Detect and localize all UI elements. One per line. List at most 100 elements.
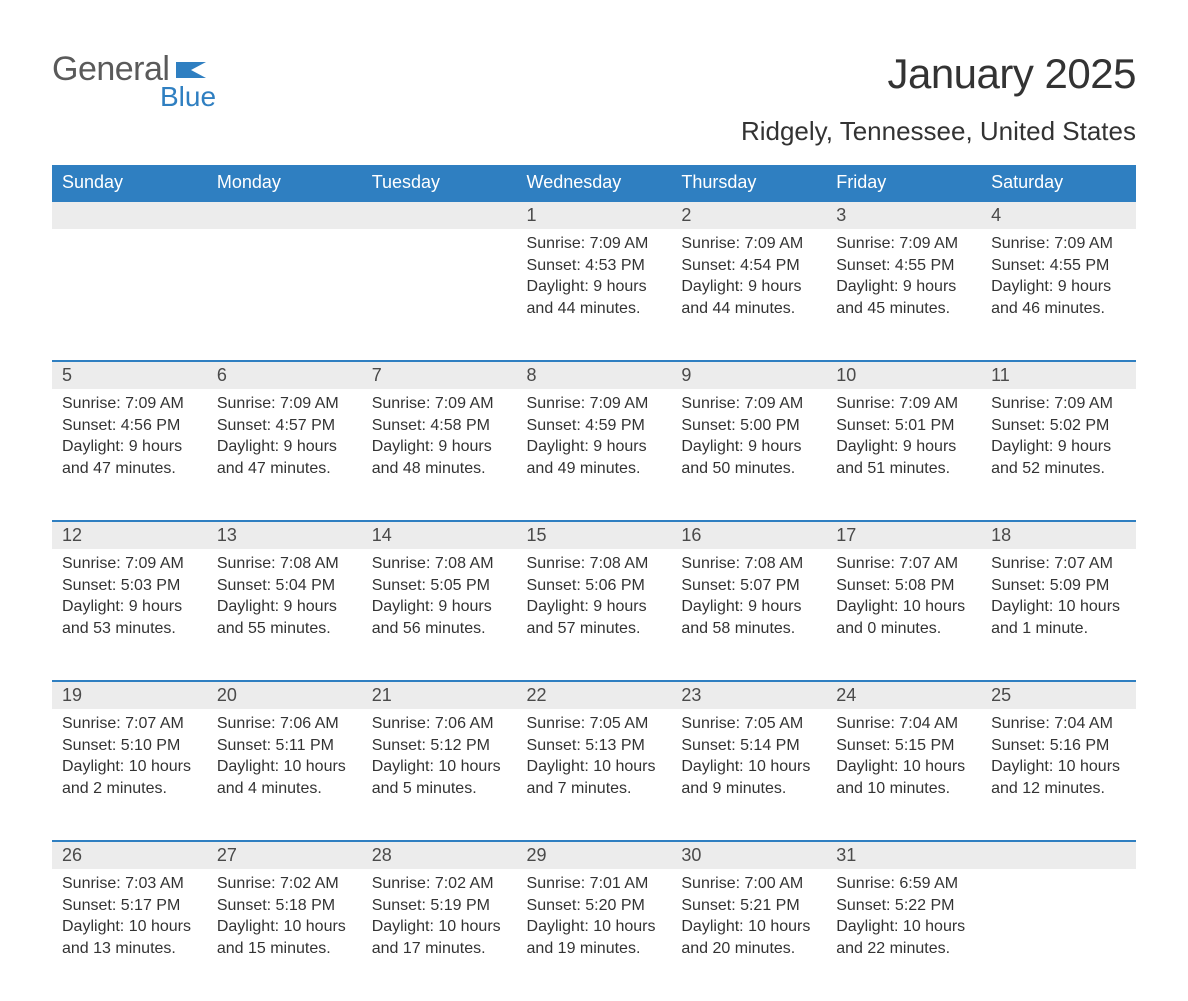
day-number: 5 (52, 361, 207, 389)
daylight-text: Daylight: 9 hours and 49 minutes. (527, 436, 662, 479)
sunset-text: Sunset: 5:03 PM (62, 575, 197, 597)
sunrise-text: Sunrise: 7:08 AM (217, 553, 352, 575)
day-number: 17 (826, 521, 981, 549)
sunset-text: Sunset: 5:14 PM (681, 735, 816, 757)
day-cell: Sunrise: 7:09 AMSunset: 4:59 PMDaylight:… (517, 389, 672, 521)
empty-day-number (362, 201, 517, 229)
day-cell: Sunrise: 7:09 AMSunset: 4:58 PMDaylight:… (362, 389, 517, 521)
day-number: 15 (517, 521, 672, 549)
day-cell: Sunrise: 7:07 AMSunset: 5:10 PMDaylight:… (52, 709, 207, 841)
daylight-text: Daylight: 10 hours and 17 minutes. (372, 916, 507, 959)
week-content-row: Sunrise: 7:09 AMSunset: 4:53 PMDaylight:… (52, 229, 1136, 361)
day-number: 21 (362, 681, 517, 709)
week-content-row: Sunrise: 7:07 AMSunset: 5:10 PMDaylight:… (52, 709, 1136, 841)
daylight-text: Daylight: 9 hours and 53 minutes. (62, 596, 197, 639)
sunrise-text: Sunrise: 7:02 AM (217, 873, 352, 895)
sunrise-text: Sunrise: 7:06 AM (217, 713, 352, 735)
sunset-text: Sunset: 5:11 PM (217, 735, 352, 757)
sunrise-text: Sunrise: 7:07 AM (991, 553, 1126, 575)
sunset-text: Sunset: 4:55 PM (991, 255, 1126, 277)
day-cell: Sunrise: 7:00 AMSunset: 5:21 PMDaylight:… (671, 869, 826, 1001)
week-daynum-row: 567891011 (52, 361, 1136, 389)
sunrise-text: Sunrise: 7:02 AM (372, 873, 507, 895)
daylight-text: Daylight: 9 hours and 58 minutes. (681, 596, 816, 639)
sunset-text: Sunset: 5:15 PM (836, 735, 971, 757)
day-cell: Sunrise: 7:09 AMSunset: 4:57 PMDaylight:… (207, 389, 362, 521)
daylight-text: Daylight: 10 hours and 22 minutes. (836, 916, 971, 959)
day-cell: Sunrise: 7:08 AMSunset: 5:07 PMDaylight:… (671, 549, 826, 681)
sunrise-text: Sunrise: 7:09 AM (991, 233, 1126, 255)
day-cell: Sunrise: 6:59 AMSunset: 5:22 PMDaylight:… (826, 869, 981, 1001)
sunset-text: Sunset: 4:57 PM (217, 415, 352, 437)
day-cell: Sunrise: 7:06 AMSunset: 5:12 PMDaylight:… (362, 709, 517, 841)
location-title: Ridgely, Tennessee, United States (741, 116, 1136, 147)
week-daynum-row: 262728293031 (52, 841, 1136, 869)
sunrise-text: Sunrise: 7:04 AM (836, 713, 971, 735)
sunrise-text: Sunrise: 7:09 AM (372, 393, 507, 415)
day-cell: Sunrise: 7:02 AMSunset: 5:19 PMDaylight:… (362, 869, 517, 1001)
sunset-text: Sunset: 4:54 PM (681, 255, 816, 277)
sunset-text: Sunset: 5:01 PM (836, 415, 971, 437)
day-number: 7 (362, 361, 517, 389)
day-number: 6 (207, 361, 362, 389)
sunset-text: Sunset: 5:16 PM (991, 735, 1126, 757)
logo-text-top: General (52, 50, 169, 88)
daylight-text: Daylight: 10 hours and 12 minutes. (991, 756, 1126, 799)
day-cell: Sunrise: 7:06 AMSunset: 5:11 PMDaylight:… (207, 709, 362, 841)
day-number: 26 (52, 841, 207, 869)
sunrise-text: Sunrise: 7:09 AM (527, 233, 662, 255)
sunset-text: Sunset: 5:02 PM (991, 415, 1126, 437)
day-number: 25 (981, 681, 1136, 709)
calendar-body: 1234Sunrise: 7:09 AMSunset: 4:53 PMDayli… (52, 201, 1136, 1001)
day-number: 4 (981, 201, 1136, 229)
daylight-text: Daylight: 10 hours and 7 minutes. (527, 756, 662, 799)
daylight-text: Daylight: 9 hours and 56 minutes. (372, 596, 507, 639)
daylight-text: Daylight: 9 hours and 44 minutes. (681, 276, 816, 319)
day-number: 30 (671, 841, 826, 869)
sunrise-text: Sunrise: 7:09 AM (681, 233, 816, 255)
sunset-text: Sunset: 5:09 PM (991, 575, 1126, 597)
day-cell: Sunrise: 7:09 AMSunset: 4:54 PMDaylight:… (671, 229, 826, 361)
empty-day-number (207, 201, 362, 229)
day-number: 16 (671, 521, 826, 549)
sunrise-text: Sunrise: 7:01 AM (527, 873, 662, 895)
logo-text-bottom: Blue (160, 81, 216, 113)
sunrise-text: Sunrise: 7:05 AM (527, 713, 662, 735)
day-number: 3 (826, 201, 981, 229)
empty-day-number (52, 201, 207, 229)
sunrise-text: Sunrise: 7:03 AM (62, 873, 197, 895)
daylight-text: Daylight: 9 hours and 44 minutes. (527, 276, 662, 319)
sunset-text: Sunset: 4:53 PM (527, 255, 662, 277)
day-cell: Sunrise: 7:08 AMSunset: 5:06 PMDaylight:… (517, 549, 672, 681)
day-header: Saturday (981, 165, 1136, 201)
day-header: Thursday (671, 165, 826, 201)
empty-day-cell (52, 229, 207, 361)
day-cell: Sunrise: 7:09 AMSunset: 5:00 PMDaylight:… (671, 389, 826, 521)
day-header: Tuesday (362, 165, 517, 201)
week-daynum-row: 12131415161718 (52, 521, 1136, 549)
daylight-text: Daylight: 10 hours and 9 minutes. (681, 756, 816, 799)
empty-day-cell (981, 869, 1136, 1001)
sunrise-text: Sunrise: 6:59 AM (836, 873, 971, 895)
sunrise-text: Sunrise: 7:09 AM (836, 233, 971, 255)
sunset-text: Sunset: 5:07 PM (681, 575, 816, 597)
daylight-text: Daylight: 9 hours and 55 minutes. (217, 596, 352, 639)
day-cell: Sunrise: 7:09 AMSunset: 5:02 PMDaylight:… (981, 389, 1136, 521)
daylight-text: Daylight: 10 hours and 13 minutes. (62, 916, 197, 959)
day-header: Wednesday (517, 165, 672, 201)
sunrise-text: Sunrise: 7:08 AM (372, 553, 507, 575)
week-content-row: Sunrise: 7:09 AMSunset: 5:03 PMDaylight:… (52, 549, 1136, 681)
day-number: 18 (981, 521, 1136, 549)
day-cell: Sunrise: 7:09 AMSunset: 4:53 PMDaylight:… (517, 229, 672, 361)
day-number: 20 (207, 681, 362, 709)
day-cell: Sunrise: 7:07 AMSunset: 5:09 PMDaylight:… (981, 549, 1136, 681)
sunrise-text: Sunrise: 7:08 AM (681, 553, 816, 575)
daylight-text: Daylight: 9 hours and 52 minutes. (991, 436, 1126, 479)
day-header: Friday (826, 165, 981, 201)
daylight-text: Daylight: 9 hours and 57 minutes. (527, 596, 662, 639)
sunset-text: Sunset: 5:18 PM (217, 895, 352, 917)
daylight-text: Daylight: 9 hours and 45 minutes. (836, 276, 971, 319)
sunrise-text: Sunrise: 7:09 AM (62, 393, 197, 415)
day-cell: Sunrise: 7:09 AMSunset: 4:55 PMDaylight:… (981, 229, 1136, 361)
sunrise-text: Sunrise: 7:08 AM (527, 553, 662, 575)
